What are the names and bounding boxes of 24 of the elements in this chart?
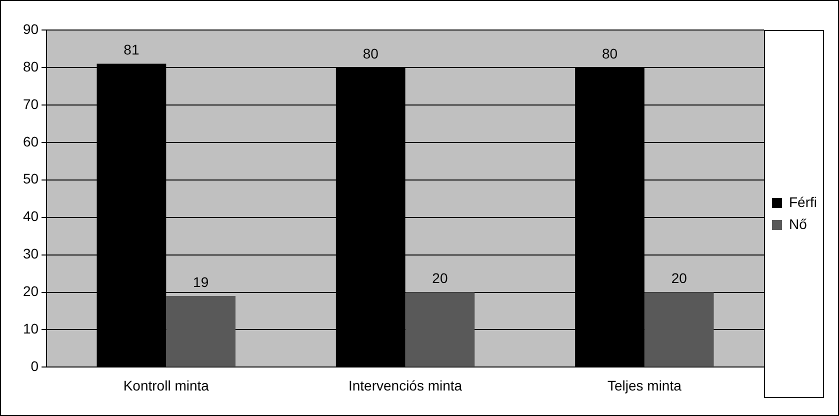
y-tick-label: 0 [30, 358, 39, 374]
data-label: 81 [124, 42, 140, 58]
bar [644, 292, 714, 367]
y-tick-label: 40 [22, 208, 39, 224]
y-tick-label: 70 [22, 96, 39, 112]
data-label: 20 [671, 270, 688, 286]
y-tick-label: 10 [22, 320, 39, 337]
y-tick-label: 20 [22, 283, 39, 300]
bar [166, 296, 236, 367]
y-tick-label: 30 [22, 246, 39, 262]
legend-label: Férfi [789, 194, 817, 210]
y-tick-label: 50 [22, 170, 39, 187]
bar [405, 292, 475, 367]
x-tick-label: Teljes minta [607, 377, 682, 394]
y-tick-label: 90 [22, 20, 39, 37]
x-tick-label: Intervenciós minta [348, 377, 462, 394]
y-tick-label: 80 [22, 58, 39, 74]
legend-label: Nő [789, 216, 808, 232]
data-label: 80 [362, 45, 379, 62]
y-tick-label: 60 [22, 133, 39, 150]
x-tick-label: Kontroll minta [123, 377, 210, 394]
data-label: 20 [432, 270, 448, 286]
data-label: 80 [602, 45, 618, 62]
data-label: 19 [193, 274, 209, 290]
